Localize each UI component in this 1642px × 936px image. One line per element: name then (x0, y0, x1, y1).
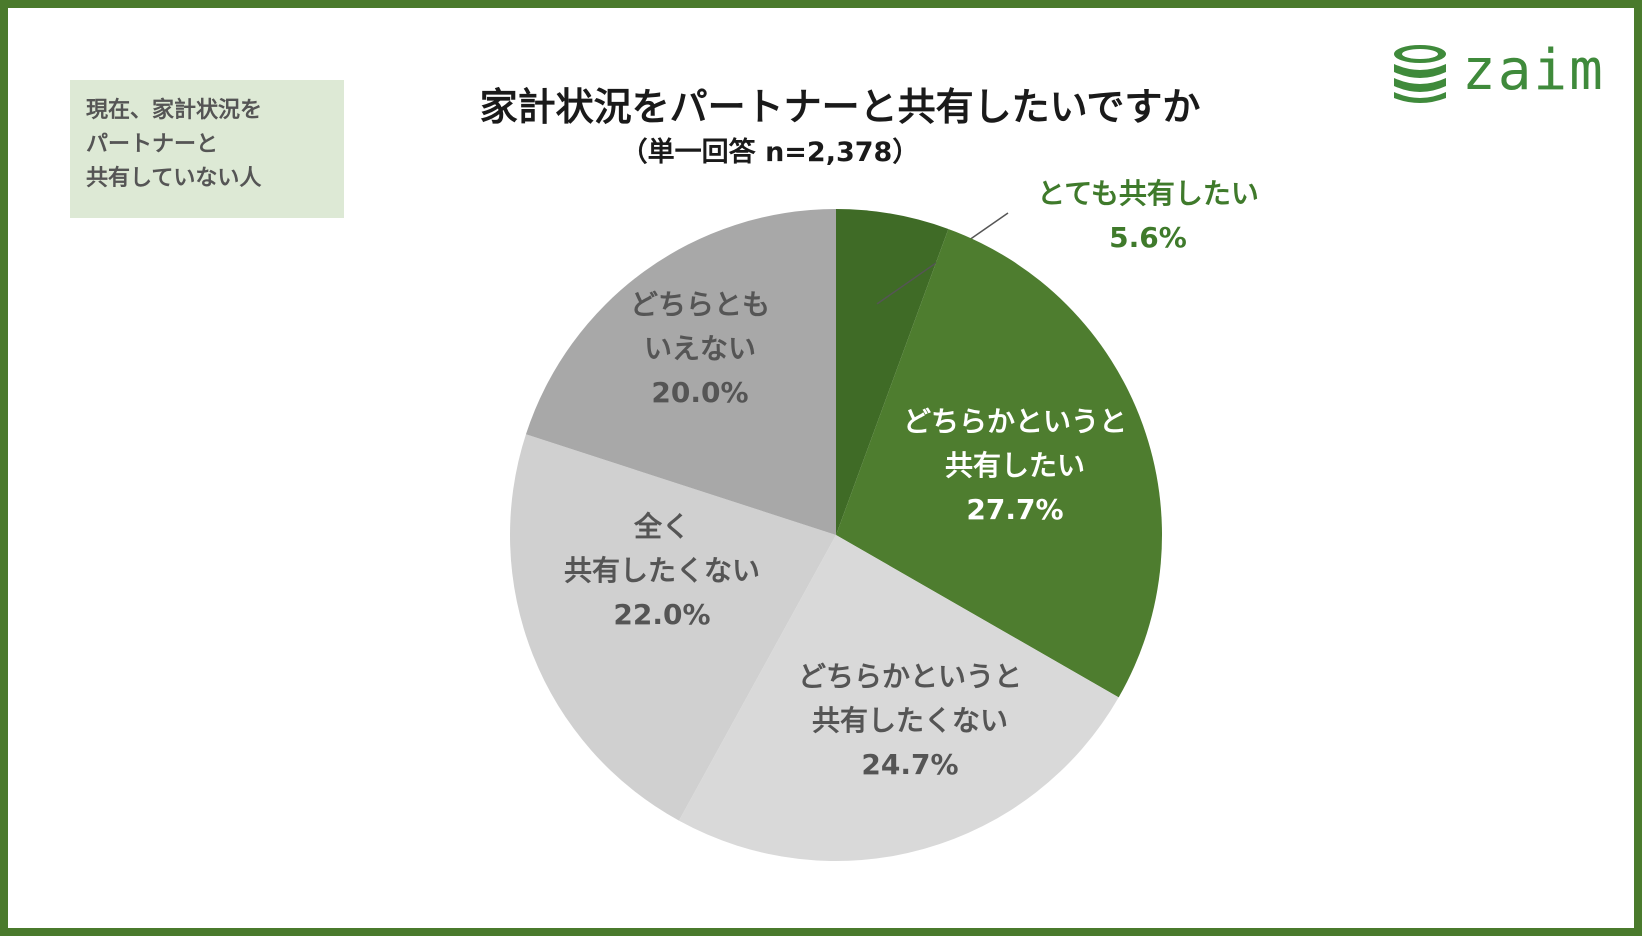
slice-category-label: いえない (644, 332, 756, 365)
slice-category-label: どちらかというと (903, 405, 1127, 438)
respondent-note-line: 共有していない人 (86, 166, 262, 191)
slice-category-label: どちらかというと (798, 660, 1022, 693)
coin-stack-icon (1394, 45, 1446, 103)
slice-value-label: 22.0% (613, 598, 710, 631)
slice-category-label: とても共有したい (1037, 177, 1259, 210)
respondent-note-line: 現在、家計状況を (86, 98, 263, 123)
slice-category-label: どちらとも (630, 288, 770, 321)
pie-slice (678, 535, 1119, 861)
slice-value-label: 27.7% (966, 493, 1063, 526)
chart-title: 家計状況をパートナーと共有したいですか (479, 85, 1201, 129)
slice-value-label: 20.0% (651, 376, 748, 409)
respondent-note-line: パートナーと (86, 132, 219, 157)
slice-value-label: 5.6% (1109, 221, 1187, 254)
pie-slice (509, 434, 836, 821)
chart-subtitle: （単一回答 n=2,378） (620, 137, 920, 168)
slice-category-label: 共有したい (945, 449, 1085, 482)
zaim-logo: zaim (1390, 38, 1610, 110)
slice-category-label: 共有したくない (564, 554, 760, 587)
slice-category-label: 共有したくない (812, 704, 1008, 737)
pie-slice (836, 228, 1162, 698)
pie-slice (836, 209, 949, 535)
respondent-note: 現在、家計状況を パートナーと 共有していない人 (70, 80, 344, 218)
slice-category-label: 全く (633, 510, 690, 543)
slice-value-label: 24.7% (861, 748, 958, 781)
pie-slice (525, 208, 836, 535)
logo-text: zaim (1462, 38, 1605, 103)
